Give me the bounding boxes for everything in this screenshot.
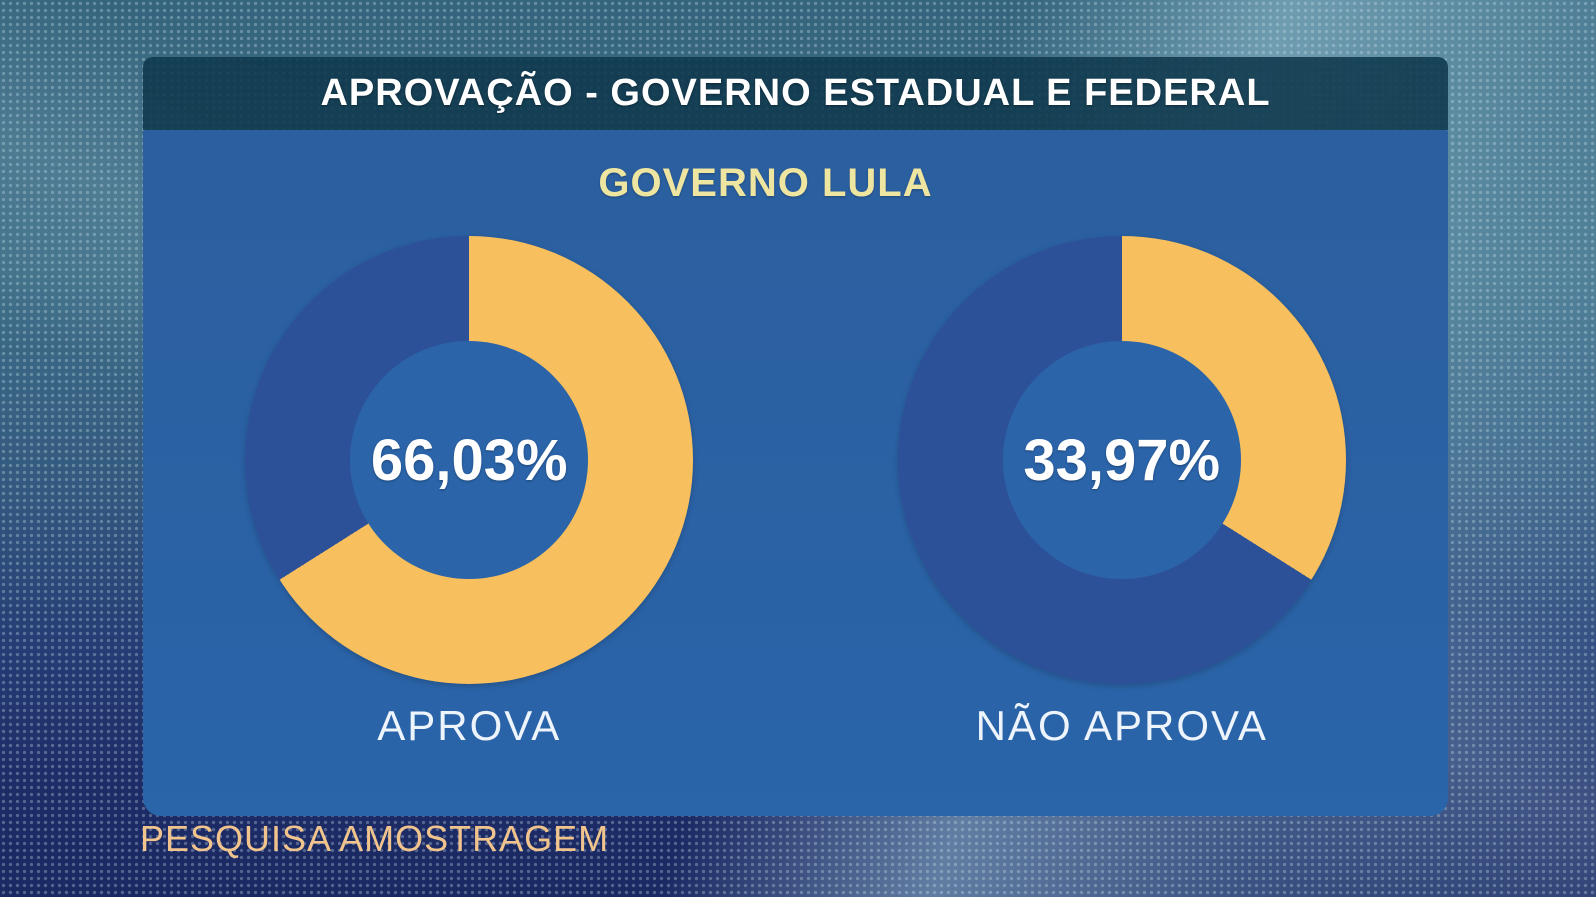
source-label: PESQUISA AMOSTRAGEM	[140, 818, 610, 859]
panel-header: APROVAÇÃO - GOVERNO ESTADUAL E FEDERAL	[143, 57, 1448, 130]
donut-hole: 66,03%	[350, 341, 589, 579]
chart-nao-aprova: 33,97% NÃO APROVA	[796, 236, 1449, 750]
percent-value-aprova: 66,03%	[370, 427, 568, 493]
chart-label-aprova: APROVA	[377, 702, 562, 749]
donut-ring-aprova: 66,03%	[245, 236, 694, 684]
donut-hole: 33,97%	[1002, 341, 1241, 579]
approval-panel: APROVAÇÃO - GOVERNO ESTADUAL E FEDERAL G…	[143, 57, 1448, 816]
chart-aprova: 66,03% APROVA	[143, 236, 796, 750]
chart-title: GOVERNO LULA	[598, 161, 933, 205]
panel-body: GOVERNO LULA 66,03% APROVA 33,97%	[143, 130, 1448, 816]
panel-title: APROVAÇÃO - GOVERNO ESTADUAL E FEDERAL	[320, 72, 1271, 114]
donut-ring-nao-aprova: 33,97%	[897, 236, 1346, 684]
chart-label-nao-aprova: NÃO APROVA	[975, 702, 1268, 749]
charts-row: 66,03% APROVA 33,97% NÃO APROVA	[143, 236, 1448, 750]
percent-value-nao-aprova: 33,97%	[1023, 427, 1221, 493]
